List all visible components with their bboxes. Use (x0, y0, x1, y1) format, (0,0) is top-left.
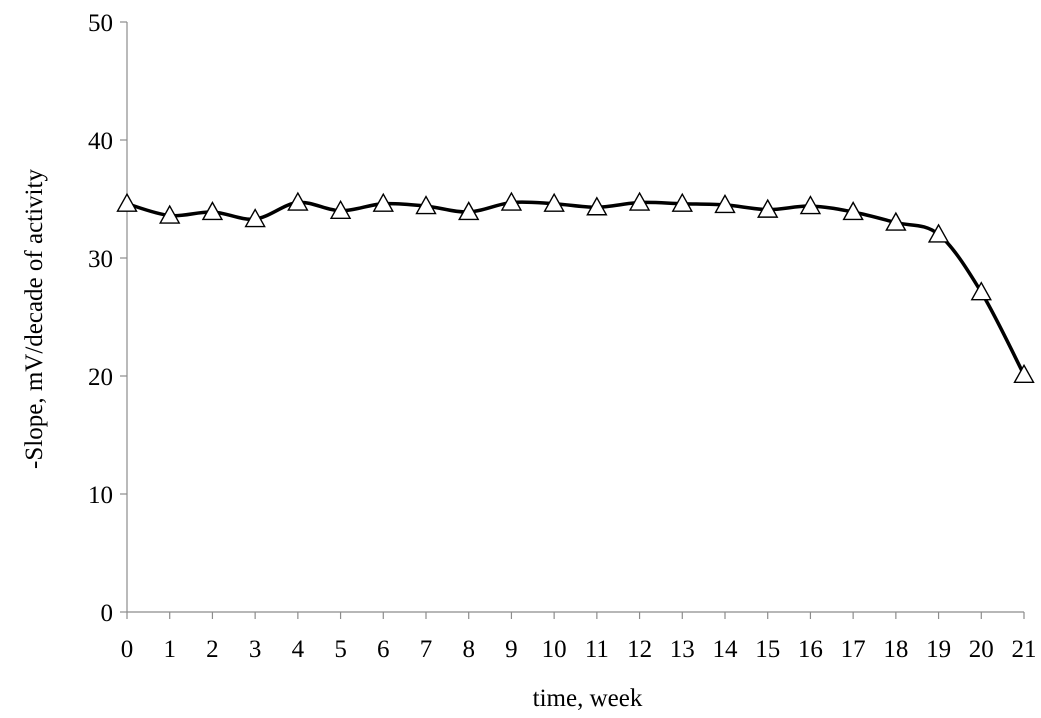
x-tick-label: 16 (798, 636, 823, 663)
data-point-marker (244, 208, 266, 228)
x-tick-label: 4 (292, 636, 305, 663)
data-point-marker (671, 192, 693, 212)
data-point-marker (201, 201, 224, 221)
x-axis-title: time, week (533, 685, 643, 712)
data-point-marker (543, 192, 565, 212)
data-point-marker (714, 193, 736, 214)
x-tick-label: 8 (462, 636, 475, 663)
series-group (116, 191, 1035, 384)
x-tick-label: 12 (627, 636, 652, 663)
data-point-marker (757, 198, 779, 218)
y-tick-label: 20 (88, 364, 113, 391)
y-tick-label: 10 (88, 482, 113, 509)
axes (126, 22, 1024, 613)
y-tick-label: 0 (101, 600, 114, 627)
x-tick-label: 9 (505, 636, 518, 663)
data-point-marker (500, 191, 523, 211)
x-tick-label: 5 (334, 636, 347, 663)
x-tick-label: 11 (585, 636, 609, 663)
data-point-marker (586, 196, 608, 216)
x-tick-label: 14 (713, 636, 739, 663)
x-tick-label: 3 (249, 636, 262, 663)
data-point-marker (628, 191, 651, 211)
data-point-marker (458, 201, 480, 221)
x-tick-label: 19 (926, 636, 951, 663)
x-tick-label: 2 (206, 636, 219, 663)
data-point-marker (970, 281, 992, 301)
x-tick-label: 17 (841, 636, 866, 663)
data-point-marker (927, 223, 950, 243)
x-tick-label: 18 (883, 636, 908, 663)
y-axis-title: -Slope, mV/decade of activity (21, 169, 48, 469)
x-tick-label: 0 (121, 636, 134, 663)
x-tick-label: 20 (969, 636, 994, 663)
y-ticks: 0 10 20 30 40 50 (88, 10, 127, 627)
data-point-marker (1013, 363, 1035, 384)
x-tick-label: 13 (670, 636, 695, 663)
data-point-marker (415, 195, 437, 215)
x-tick-label: 21 (1012, 636, 1037, 663)
data-point-marker (329, 199, 352, 220)
data-point-marker (372, 192, 394, 212)
y-tick-label: 50 (88, 10, 113, 37)
y-tick-label: 30 (88, 246, 113, 273)
series-line (125, 200, 1026, 377)
data-point-marker (885, 211, 907, 231)
data-point-marker (116, 192, 138, 212)
x-tick-label: 10 (542, 636, 567, 663)
data-point-marker (287, 191, 309, 211)
data-point-marker (159, 204, 181, 224)
data-point-marker (842, 201, 864, 221)
x-ticks: 0 1 2 3 4 5 6 7 8 9 10 11 12 13 14 15 16 17 18 19 20 21 (121, 612, 1037, 663)
x-tick-label: 6 (377, 636, 390, 663)
data-point-marker (799, 195, 822, 215)
x-tick-label: 7 (420, 636, 433, 663)
y-tick-label: 40 (88, 128, 113, 155)
x-tick-label: 15 (755, 636, 780, 663)
x-tick-label: 1 (163, 636, 176, 663)
